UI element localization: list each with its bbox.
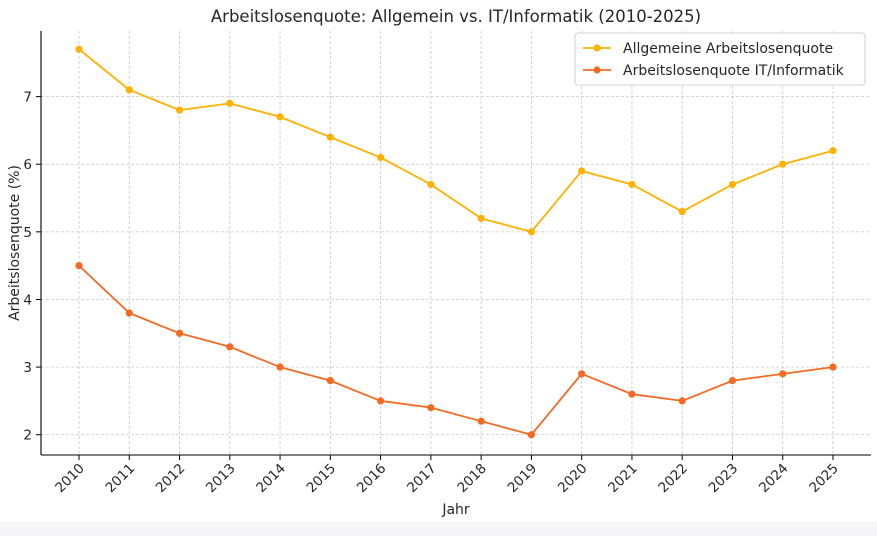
series-2-point — [628, 390, 636, 398]
series-1-point — [779, 160, 787, 168]
series-2-point — [377, 397, 385, 405]
x-tick-label: 2025 — [806, 461, 842, 497]
y-axis-ticks: 2 3 4 5 6 7 — [23, 90, 41, 444]
x-tick-label: 2024 — [756, 461, 792, 497]
y-tick-label: 2 — [23, 428, 32, 444]
series-1-point — [728, 180, 737, 189]
x-tick-label: 2019 — [505, 461, 541, 497]
series-1-point — [75, 45, 83, 53]
x-tick-label: 2011 — [102, 461, 138, 497]
series-1-point — [326, 133, 334, 141]
series-2-point — [175, 329, 184, 337]
x-tick-label: 2014 — [253, 461, 289, 497]
y-tick-label: 7 — [23, 90, 32, 106]
series-1-point — [175, 106, 184, 114]
chart-title: Arbeitslosenquote: Allgemein vs. IT/Info… — [211, 7, 701, 26]
series-1-point — [226, 99, 234, 107]
legend-marker-1 — [593, 44, 601, 52]
series-2-point — [678, 397, 686, 405]
legend-label-1: Allgemeine Arbeitslosenquote — [623, 41, 833, 57]
x-tick-label: 2021 — [605, 461, 641, 497]
y-tick-label: 3 — [23, 360, 32, 376]
series-2-point — [326, 377, 334, 385]
x-tick-label: 2016 — [354, 461, 390, 497]
series-1-point — [628, 180, 636, 189]
series-2-point — [477, 417, 485, 425]
series-2-point — [75, 262, 83, 270]
series-2-point — [779, 370, 787, 378]
series-1-point — [477, 214, 485, 222]
series-2 — [75, 262, 837, 439]
line-chart: Arbeitslosenquote: Allgemein vs. IT/Info… — [7, 7, 871, 518]
series-1 — [75, 45, 837, 236]
series-1-line — [78, 48, 834, 233]
x-tick-label: 2022 — [655, 461, 691, 497]
x-tick-label: 2023 — [706, 461, 742, 497]
series-1-point — [125, 86, 133, 94]
series-2-point — [427, 404, 435, 412]
series-1-point — [427, 180, 435, 189]
series-1-point — [829, 147, 837, 155]
series-layer — [75, 45, 837, 439]
series-2-point — [829, 363, 837, 371]
legend-box — [574, 32, 866, 86]
y-tick-label: 5 — [23, 225, 32, 241]
y-tick-label: 4 — [23, 292, 32, 308]
series-2-point — [527, 431, 536, 439]
series-2-point — [125, 309, 133, 317]
x-tick-label: 2017 — [404, 461, 440, 497]
series-2-line — [78, 264, 834, 436]
legend-label-2: Arbeitslosenquote IT/Informatik — [623, 63, 845, 79]
series-2-point — [728, 377, 737, 385]
series-1-point — [527, 228, 536, 236]
x-axis-ticks: 2010 2011 2012 2013 2014 2015 2016 2017 2018 2019… — [52, 455, 842, 496]
x-tick-label: 2012 — [153, 461, 189, 497]
legend: Allgemeine Arbeitslosenquote Arbeitslosen… — [574, 32, 866, 86]
series-1-point — [678, 207, 686, 216]
x-tick-label: 2015 — [304, 461, 340, 497]
legend-entries: Allgemeine Arbeitslosenquote Arbeitslosen… — [583, 41, 845, 79]
chart-container: Arbeitslosenquote: Allgemein vs. IT/Info… — [7, 7, 871, 518]
x-tick-label: 2020 — [555, 461, 591, 497]
x-tick-label: 2010 — [52, 461, 88, 497]
series-2-point — [226, 343, 234, 351]
grid — [41, 31, 871, 455]
series-1-point — [276, 113, 284, 121]
legend-entry-2: Arbeitslosenquote IT/Informatik — [583, 63, 845, 79]
x-tick-label: 2013 — [203, 461, 239, 497]
axes — [40, 31, 871, 456]
legend-marker-2 — [593, 66, 601, 74]
x-axis-label: Jahr — [441, 502, 470, 518]
series-2-point — [578, 370, 586, 378]
series-2-point — [276, 363, 284, 371]
x-tick-label: 2018 — [454, 461, 490, 497]
series-1-point — [578, 167, 586, 175]
y-tick-label: 6 — [23, 157, 32, 173]
y-axis-label: Arbeitslosenquote (%) — [7, 165, 23, 321]
series-1-point — [377, 153, 385, 162]
legend-entry-1: Allgemeine Arbeitslosenquote — [583, 41, 833, 57]
